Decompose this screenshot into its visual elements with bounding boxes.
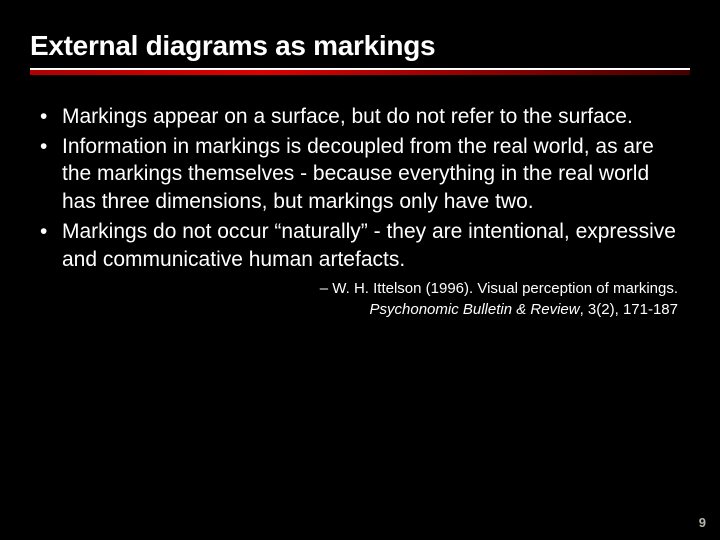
slide-content: Markings appear on a surface, but do not… (30, 103, 690, 320)
bullet-list: Markings appear on a surface, but do not… (36, 103, 684, 273)
citation-journal: Psychonomic Bulletin & Review (370, 301, 580, 318)
citation-rest: , 3(2), 171-187 (580, 301, 678, 318)
title-underline (30, 68, 690, 75)
page-number: 9 (699, 515, 706, 530)
underline-red-gradient (30, 70, 690, 75)
list-item: Markings appear on a surface, but do not… (36, 103, 684, 131)
slide-title: External diagrams as markings (30, 30, 690, 62)
list-item: Information in markings is decoupled fro… (36, 133, 684, 216)
citation: W. H. Ittelson (1996). Visual perception… (36, 279, 684, 320)
list-item: Markings do not occur “naturally” - they… (36, 218, 684, 273)
citation-line1: W. H. Ittelson (1996). Visual perception… (320, 280, 678, 297)
slide: External diagrams as markings Markings a… (0, 0, 720, 540)
